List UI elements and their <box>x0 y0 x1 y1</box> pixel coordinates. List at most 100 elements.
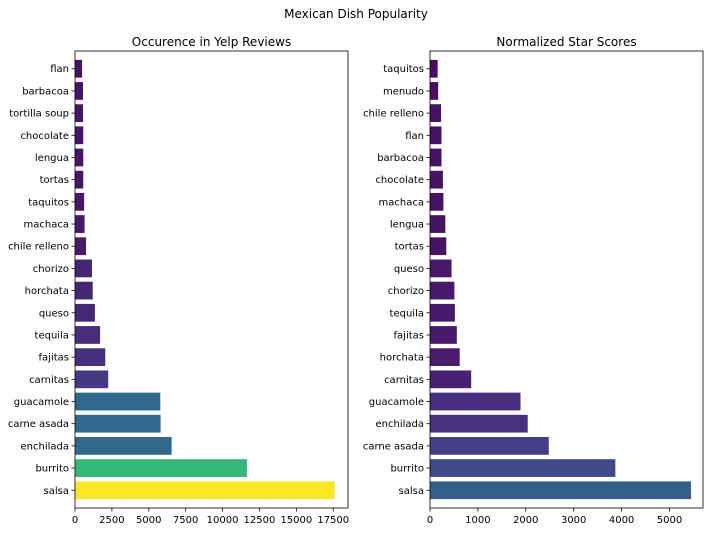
bar-tortas <box>430 237 447 256</box>
y-tick-label: fajitas <box>394 330 424 341</box>
bars <box>430 59 692 500</box>
bar-horchata <box>430 348 460 367</box>
y-tick-label: barbacoa <box>22 86 69 97</box>
bar-horchata <box>75 281 93 300</box>
bar-menudo <box>430 82 439 100</box>
bar-chocolate <box>75 126 84 145</box>
y-tick-label: burrito <box>35 464 69 475</box>
x-tick-label: 12500 <box>244 515 276 526</box>
x-tick-label: 17500 <box>317 515 349 526</box>
bar-barbacoa <box>430 148 442 167</box>
bar-enchilada <box>430 414 528 433</box>
y-tick-label: chile relleno <box>8 242 69 253</box>
y-tick-label: enchilada <box>376 419 425 430</box>
y-tick-label: salsa <box>44 486 69 497</box>
x-tick-label: 1000 <box>465 515 490 526</box>
y-tick-label: lengua <box>35 153 69 164</box>
y-tick-label: chorizo <box>33 264 69 275</box>
bar-carnitas <box>75 370 109 389</box>
y-tick-label: flan <box>50 64 69 75</box>
bar-tortilla-soup <box>75 104 83 122</box>
y-tick-label: queso <box>394 264 424 275</box>
y-tick-label: carnitas <box>384 375 424 386</box>
y-axis-ticks: salsa burrito enchilada carne asada guacamol… <box>8 64 75 497</box>
x-tick-label: 0 <box>427 515 433 526</box>
bar-tequila <box>75 326 101 344</box>
chart-normalized-star-scores: Normalized Star Scores salsa burrito carne… <box>363 35 704 526</box>
y-tick-label: carne asada <box>8 419 69 430</box>
y-tick-label: tortas <box>40 175 69 186</box>
y-axis-ticks: salsa burrito carne asada enchilada guacamol… <box>363 64 430 497</box>
bar-taquitos <box>430 59 438 78</box>
x-tick-label: 2000 <box>513 515 538 526</box>
bar-guacamole <box>430 392 521 411</box>
bar-salsa <box>430 481 692 500</box>
y-tick-label: machaca <box>24 220 69 231</box>
bar-guacamole <box>75 392 161 411</box>
bar-queso <box>75 303 95 322</box>
y-tick-label: tequila <box>390 308 424 319</box>
y-tick-label: menudo <box>383 86 424 97</box>
plot-frame <box>429 50 704 509</box>
bar-carnitas <box>430 370 472 389</box>
bar-burrito <box>430 459 616 477</box>
bar-lengua <box>430 215 446 233</box>
x-axis-ticks: 0 2500 5000 7500 10000 12500 15000 17500 <box>72 508 349 526</box>
bars <box>75 59 335 500</box>
y-tick-label: chocolate <box>375 175 424 186</box>
y-tick-label: chile relleno <box>363 109 424 120</box>
chart-title: Occurence in Yelp Reviews <box>132 35 291 49</box>
y-tick-label: queso <box>39 308 69 319</box>
x-tick-label: 0 <box>72 515 78 526</box>
bar-flan <box>430 126 442 145</box>
y-tick-label: flan <box>405 131 424 142</box>
y-tick-label: barbacoa <box>377 153 424 164</box>
bar-tequila <box>430 303 455 322</box>
bar-barbacoa <box>75 82 83 100</box>
y-tick-label: guacamole <box>14 397 69 408</box>
x-tick-label: 4000 <box>609 515 634 526</box>
bar-fajitas <box>75 348 106 367</box>
bar-flan <box>75 59 83 78</box>
y-tick-label: tortas <box>395 242 424 253</box>
y-tick-label: guacamole <box>369 397 424 408</box>
x-tick-label: 2500 <box>99 515 124 526</box>
bar-salsa <box>75 481 335 500</box>
bar-queso <box>430 259 452 278</box>
figure-title: Mexican Dish Popularity <box>284 7 428 21</box>
bar-fajitas <box>430 326 457 344</box>
y-tick-label: chorizo <box>388 286 424 297</box>
bar-machaca <box>75 215 85 233</box>
bar-tortas <box>75 170 84 189</box>
y-tick-label: salsa <box>399 486 424 497</box>
y-tick-label: taquitos <box>383 64 424 75</box>
bar-enchilada <box>75 437 172 455</box>
y-tick-label: machaca <box>379 197 424 208</box>
y-tick-label: chocolate <box>20 131 69 142</box>
bar-chorizo <box>75 259 92 278</box>
bar-burrito <box>75 459 247 477</box>
y-tick-label: burrito <box>390 464 424 475</box>
y-tick-label: enchilada <box>21 441 70 452</box>
y-tick-label: fajitas <box>39 353 69 364</box>
bar-chile-relleno <box>75 237 87 256</box>
y-tick-label: horchata <box>25 286 69 297</box>
y-tick-label: taquitos <box>28 197 69 208</box>
y-tick-label: horchata <box>380 353 424 364</box>
x-axis-ticks: 0 1000 2000 3000 4000 5000 <box>427 508 682 526</box>
bar-carne-asada <box>75 414 161 433</box>
y-tick-label: tortilla soup <box>9 109 69 120</box>
bar-chile-relleno <box>430 104 442 122</box>
chart-title: Normalized Star Scores <box>496 35 636 49</box>
x-tick-label: 5000 <box>136 515 161 526</box>
y-tick-label: lengua <box>390 220 424 231</box>
x-tick-label: 15000 <box>280 515 312 526</box>
bar-chorizo <box>430 281 455 300</box>
bar-machaca <box>430 192 444 211</box>
y-tick-label: tequila <box>35 330 69 341</box>
x-tick-label: 10000 <box>207 515 239 526</box>
chart-occurence-yelp-reviews: Occurence in Yelp Reviews salsa burrito en… <box>8 35 349 526</box>
y-tick-label: carne asada <box>363 441 424 452</box>
x-tick-label: 7500 <box>173 515 198 526</box>
